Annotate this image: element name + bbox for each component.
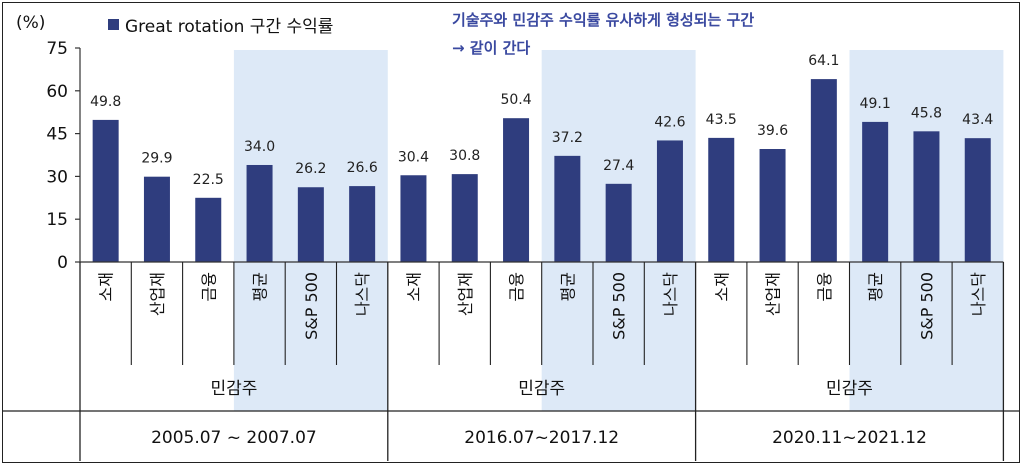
value-label: 26.6 (347, 160, 378, 176)
category-label: 금융 (507, 272, 526, 301)
bar-13 (708, 137, 735, 262)
value-label: 49.8 (90, 94, 121, 110)
bar-2 (143, 176, 170, 262)
period-label: 2020.11~2021.12 (772, 428, 927, 448)
y-tick-label: 15 (46, 210, 68, 230)
category-label: S&P 500 (302, 272, 321, 340)
category-label: 소재 (404, 272, 423, 301)
category-label: 소재 (97, 272, 116, 301)
value-label: 64.1 (808, 53, 839, 69)
y-tick-label: 45 (46, 125, 68, 145)
bar-10 (554, 155, 581, 262)
value-label: 22.5 (193, 172, 224, 188)
bar-17 (913, 131, 940, 262)
value-label: 29.9 (141, 151, 172, 167)
category-label: 나스닥 (353, 272, 372, 316)
value-label: 45.8 (911, 105, 942, 121)
value-label: 34.0 (244, 139, 275, 155)
y-unit-label: (%) (16, 13, 45, 33)
sector-label: 민감주 (826, 379, 873, 399)
value-label: 30.4 (398, 149, 429, 165)
value-label: 37.2 (552, 130, 583, 146)
value-label: 39.6 (757, 123, 788, 139)
bar-9 (503, 118, 530, 262)
bar-18 (964, 138, 991, 262)
bar-15 (810, 79, 837, 262)
bar-4 (246, 164, 273, 262)
bar-5 (297, 187, 324, 262)
value-label: 26.2 (295, 161, 326, 177)
bar-7 (400, 175, 427, 262)
y-tick-label: 60 (46, 82, 68, 102)
legend: Great rotation 구간 수익률 (108, 12, 333, 37)
category-label: 금융 (815, 272, 834, 301)
category-label: 산업재 (148, 272, 167, 316)
value-label: 30.8 (449, 148, 480, 164)
value-label: 43.4 (962, 112, 993, 128)
value-label: 49.1 (860, 96, 891, 112)
sector-label: 민감주 (210, 379, 257, 399)
category-label: 소재 (712, 272, 731, 301)
y-tick-label: 75 (46, 39, 68, 59)
y-tick-label: 30 (46, 167, 68, 187)
category-label: 금융 (199, 272, 218, 301)
bar-1 (92, 119, 119, 263)
bar-6 (349, 186, 376, 262)
y-tick-label: 0 (57, 253, 68, 273)
category-label: 평균 (558, 272, 577, 301)
category-label: 나스닥 (661, 272, 680, 316)
bar-14 (759, 149, 786, 262)
sector-label: 민감주 (518, 379, 565, 399)
value-label: 50.4 (500, 92, 531, 108)
category-label: 산업재 (456, 272, 475, 316)
bar-8 (451, 174, 478, 262)
bar-12 (656, 140, 683, 262)
category-label: S&P 500 (917, 272, 936, 340)
legend-label: Great rotation 구간 수익률 (125, 17, 334, 37)
category-label: S&P 500 (610, 272, 629, 340)
legend-swatch (108, 19, 119, 30)
annotation-line-1: 기술주와 민감주 수익률 유사하게 형성되는 구간 (452, 11, 755, 29)
category-label: 나스닥 (969, 272, 988, 316)
category-label: 산업재 (764, 272, 783, 316)
bar-16 (862, 121, 889, 262)
bar-3 (195, 197, 222, 262)
period-label: 2005.07 ~ 2007.07 (151, 428, 317, 448)
period-label: 2016.07~2017.12 (464, 428, 619, 448)
annotation-line-2: → 같이 간다 (452, 39, 531, 57)
value-label: 43.5 (706, 112, 737, 128)
bar-11 (605, 183, 632, 262)
value-label: 27.4 (603, 158, 634, 174)
category-label: 평균 (251, 272, 270, 301)
category-label: 평균 (866, 272, 885, 301)
value-label: 42.6 (654, 114, 685, 130)
